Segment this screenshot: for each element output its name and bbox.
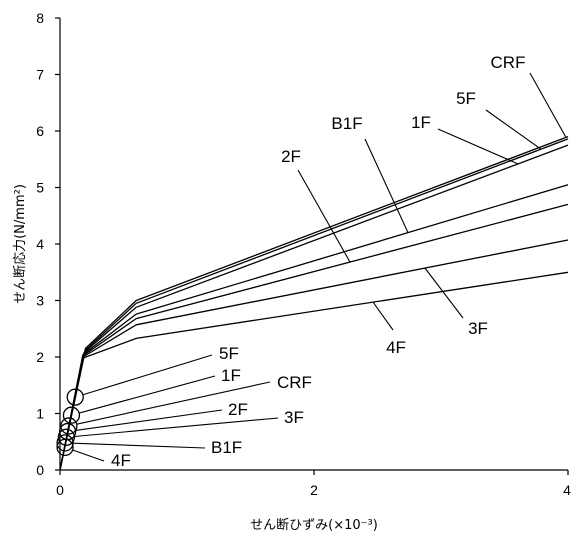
y-tick-label: 2 (36, 349, 44, 365)
crack-marker-1f (62, 406, 81, 424)
series-line-b1f (59, 184, 569, 471)
crack-leader-5f (82, 354, 213, 396)
crack-marker-5f (66, 388, 84, 406)
series-leader-3f (424, 267, 464, 319)
series-line-2f (59, 203, 569, 471)
series-label-2f: 2F (281, 147, 301, 166)
crack-label-3f: 3F (284, 408, 304, 427)
series-line-1f (59, 144, 569, 471)
series-line-4f (59, 271, 569, 471)
series-leader-5f (485, 109, 542, 150)
crack-leader-1f (79, 375, 216, 414)
x-tick-label: 4 (563, 482, 571, 498)
crack-leader-crf (76, 381, 271, 425)
crack-marker-4f (56, 438, 74, 457)
series-label-3f: 3F (468, 319, 488, 338)
crack-label-1f: 1F (221, 366, 241, 385)
series-label-1f: 1F (411, 113, 431, 132)
chart-marks: 0 1 2 3 4 5 6 7 8 0 2 4 CRF CRF 5F 5F 1F 1F B1F B1F 2F 2F 3F 3F… (36, 10, 571, 498)
crack-marker-3f (57, 428, 75, 446)
series-label-b1f: B1F (331, 114, 362, 133)
crack-leader-b1f (73, 442, 206, 449)
y-tick-label: 6 (36, 123, 44, 139)
y-tick-label: 3 (36, 293, 44, 309)
crack-leader-3f (74, 417, 279, 438)
y-tick-label: 8 (36, 10, 44, 26)
y-axis-title: せん断応力(N/mm²) (13, 184, 28, 304)
crack-label-b1f: B1F (211, 438, 242, 457)
x-tick-label: 0 (56, 482, 64, 498)
series-label-4f: 4F (386, 338, 406, 357)
series-leader-4f (372, 301, 394, 331)
crack-marker-b1f (56, 434, 74, 452)
y-tick-label: 0 (36, 462, 44, 478)
x-axis-title: せん断ひずみ(×10⁻³) (250, 518, 378, 533)
crack-leader-4f (72, 449, 105, 462)
series-leader-b1f (364, 138, 409, 233)
series-leader-1f (437, 128, 519, 165)
crack-marker-crf (60, 417, 78, 435)
y-tick-label: 4 (36, 236, 44, 252)
crack-label-crf: CRF (277, 373, 312, 392)
series-line-5f (59, 138, 569, 471)
y-tick-label: 1 (36, 406, 44, 422)
y-tick-label: 5 (36, 180, 44, 196)
crack-label-5f: 5F (219, 344, 239, 363)
series-leader-crf (529, 72, 567, 138)
crack-leader-2f (75, 409, 223, 432)
series-line-3f (59, 239, 569, 471)
y-tick-label: 7 (36, 67, 44, 83)
series-label-5f: 5F (456, 89, 476, 108)
series-leader-2f (297, 169, 351, 263)
x-tick-label: 2 (310, 482, 318, 498)
crack-label-4f: 4F (111, 451, 131, 470)
crack-label-2f: 2F (228, 400, 248, 419)
series-label-crf: CRF (491, 53, 526, 72)
